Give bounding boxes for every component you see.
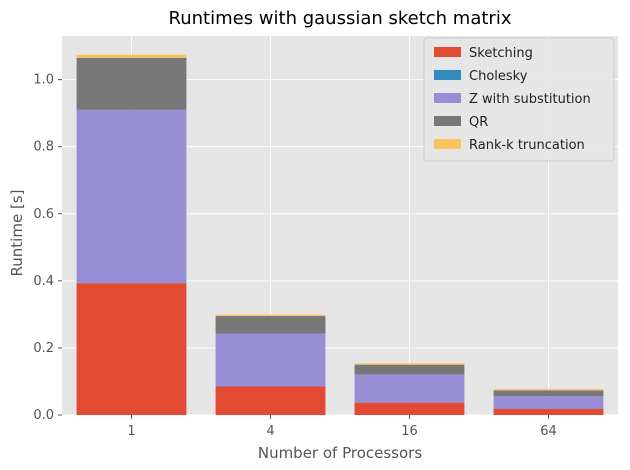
legend-swatch xyxy=(434,139,461,149)
x-tick-label: 4 xyxy=(266,424,274,439)
legend-swatch xyxy=(434,93,461,103)
bar-qr-4 xyxy=(215,316,326,334)
y-tick-label: 0.4 xyxy=(33,274,54,289)
bar-qr-16 xyxy=(354,364,465,375)
legend-swatch xyxy=(434,70,461,80)
y-tick-label: 0.2 xyxy=(33,341,54,356)
bar-z-with-substitution-16 xyxy=(354,374,465,403)
legend: Sketching Cholesky Z with substitution QR Ra… xyxy=(423,37,615,162)
bar-z-with-substitution-4 xyxy=(215,333,326,387)
bar-z-with-substitution-64 xyxy=(493,396,604,409)
x-tick-label: 16 xyxy=(401,424,418,439)
y-tick-label: 1.0 xyxy=(33,73,54,88)
bar-rank-k-truncation-4 xyxy=(215,314,326,317)
y-axis-label: Runtime [s] xyxy=(8,190,26,277)
legend-box xyxy=(423,37,615,162)
legend-swatch xyxy=(434,116,461,126)
y-tick-label: 0.8 xyxy=(33,140,54,155)
y-tick-label: 0.6 xyxy=(33,207,54,222)
bar-rank-k-truncation-16 xyxy=(354,363,465,365)
x-axis-label: Number of Processors xyxy=(258,444,422,462)
bar-sketching-64 xyxy=(493,408,604,415)
bar-sketching-4 xyxy=(215,386,326,415)
bar-sketching-1 xyxy=(76,283,187,415)
legend-label: QR xyxy=(469,115,488,130)
legend-label: Z with substitution xyxy=(469,92,591,107)
bar-rank-k-truncation-64 xyxy=(493,389,604,391)
bar-qr-1 xyxy=(76,57,187,110)
legend-label: Cholesky xyxy=(469,69,528,84)
legend-label: Sketching xyxy=(469,46,533,61)
bar-z-with-substitution-1 xyxy=(76,109,187,283)
chart-title: Runtimes with gaussian sketch matrix xyxy=(169,8,512,29)
y-tick-label: 0.0 xyxy=(33,408,54,423)
bar-rank-k-truncation-1 xyxy=(76,54,187,58)
x-tick-label: 64 xyxy=(540,424,557,439)
y-axis-ticks: 0.0 0.2 0.4 0.6 0.8 1.0 xyxy=(33,73,62,423)
bar-qr-64 xyxy=(493,390,604,397)
bar-sketching-16 xyxy=(354,402,465,415)
x-axis-ticks: 1 4 16 64 xyxy=(127,415,557,439)
bars xyxy=(76,54,604,415)
legend-label: Rank-k truncation xyxy=(469,138,585,153)
legend-swatch xyxy=(434,47,461,57)
x-tick-label: 1 xyxy=(127,424,135,439)
